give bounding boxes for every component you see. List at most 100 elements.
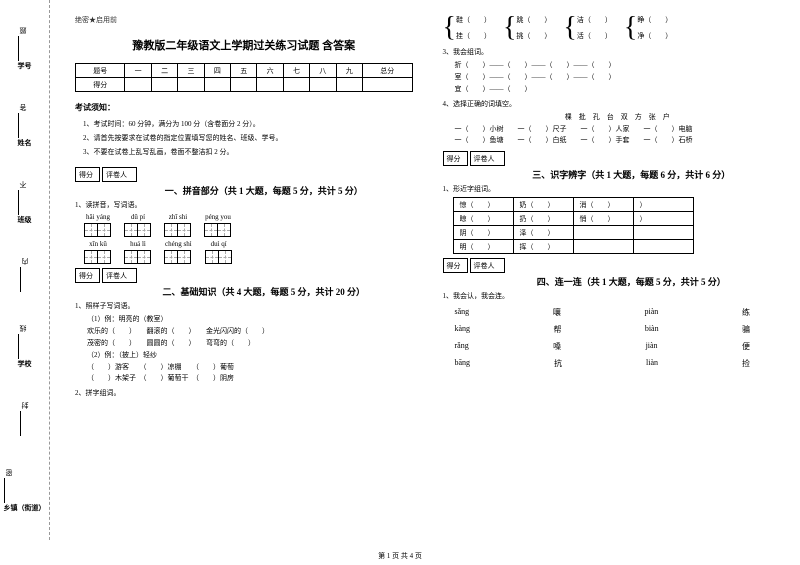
rule-item: 1、考试时间：60 分钟，满分为 100 分（含卷面分 2 分）。 — [83, 117, 413, 131]
binding-field: 学校 — [18, 360, 32, 368]
table-row: 得分 — [76, 78, 413, 92]
question-text: 4、选择正确的词填空。 — [443, 99, 781, 109]
binding-group: 密乡镇（街道） — [4, 469, 46, 513]
section-3-title: 三、识字辨字（共 1 大题，每题 6 分，共计 6 分） — [443, 168, 781, 181]
pinyin-item: chéng shì — [165, 240, 192, 264]
word-bank: 棵 批 孔 台 双 方 张 户 — [443, 112, 781, 124]
binding-field: 班级 — [18, 216, 32, 224]
score-table: 题号一二三四五六七八九总分 得分 — [75, 63, 413, 92]
match-row: rǎng嗓jiàn便 — [443, 341, 781, 352]
rule-item: 3、不要在试卷上乱写乱画，卷面不整洁扣 2 分。 — [83, 145, 413, 159]
pinyin-row: hǎi yáng dǔ pí zhī shi péng you — [85, 213, 413, 237]
left-column: 绝密★启用前 豫教版二年级语文上学期过关练习试题 含答案 题号一二三四五六七八九… — [75, 15, 413, 535]
binding-group: 题学号 — [18, 27, 32, 71]
brace-item: {洁（ ）活（ ） — [563, 15, 611, 41]
line: （2）例：（披上）轻纱 — [87, 350, 413, 362]
binding-line — [18, 334, 19, 359]
line: 一（ ）小树 一（ ）尺子 一（ ）人家 一（ ）电脑 — [455, 124, 781, 136]
binding-group: 答姓名 — [18, 104, 32, 148]
line: 室（ ）——（ ）——（ ）——（ ） — [455, 72, 781, 84]
section-2-title: 二、基础知识（共 4 大题，每题 5 分，共计 20 分） — [75, 285, 413, 298]
table-row: 明（ ）挥（ ） — [453, 240, 693, 254]
exam-rules: 1、考试时间：60 分钟，满分为 100 分（含卷面分 2 分）。 2、请首先按… — [75, 117, 413, 159]
line: （ ）木架子 （ ）葡萄干 （ ）阴房 — [87, 373, 413, 385]
table-row: 晾（ ）扔（ ）悄（ ）） — [453, 212, 693, 226]
binding-line — [20, 267, 21, 292]
right-column: {鞋（ ）挂（ ） {跳（ ）挑（ ） {洁（ ）活（ ） {睁（ ）净（ ） … — [443, 15, 781, 535]
section-score-box: 得分评卷人 — [75, 167, 413, 182]
exam-title: 豫教版二年级语文上学期过关练习试题 含答案 — [75, 37, 413, 53]
pinyin-item: hǎi yáng — [85, 213, 111, 237]
binding-group: 不班级 — [18, 181, 32, 225]
fill-lines: 折（ ）——（ ）——（ ）——（ ） 室（ ）——（ ）——（ ）——（ ） … — [443, 60, 781, 96]
pinyin-item: dǔ pí — [125, 213, 151, 237]
char-table: 惊（ ）奶（ ）消（ ）） 晾（ ）扔（ ）悄（ ）） 阴（ ）泽（ ） 明（ … — [453, 197, 694, 254]
table-row: 惊（ ）奶（ ）消（ ）） — [453, 198, 693, 212]
binding-hint: 线 — [18, 325, 28, 332]
binding-group: 封 — [20, 402, 30, 436]
line: （ ）游客 （ ）凉棚 （ ）葡萄 — [87, 362, 413, 374]
line: 欢乐的（ ） 翻滚的（ ） 金光闪闪的（ ） — [87, 326, 413, 338]
binding-hint: 题 — [18, 27, 28, 34]
content: 绝密★启用前 豫教版二年级语文上学期过关练习试题 含答案 题号一二三四五六七八九… — [50, 0, 800, 540]
question-text: 1、读拼音，写词语。 — [75, 200, 413, 210]
question-text: 1、照样子写词语。 — [75, 301, 413, 311]
binding-hint: 密 — [4, 469, 14, 476]
binding-line — [4, 478, 5, 503]
pinyin-item: péng you — [205, 213, 231, 237]
brace-item: {跳（ ）挑（ ） — [503, 15, 551, 41]
binding-hint: 内 — [20, 258, 30, 265]
binding-hint: 不 — [18, 181, 28, 188]
binding-group: 线学校 — [18, 325, 32, 369]
section-1-title: 一、拼音部分（共 1 大题，每题 5 分，共计 5 分） — [75, 184, 413, 197]
score-header: 题号 — [76, 64, 125, 78]
binding-line — [18, 36, 19, 61]
binding-group: 内 — [20, 258, 30, 292]
line: 宜（ ）——（ ） — [455, 84, 781, 96]
line: 一（ ）鱼塘 一（ ）白纸 一（ ）手套 一（ ）石桥 — [455, 135, 781, 147]
section-score-box: 得分评卷人 — [443, 258, 781, 273]
page-footer: 第 1 页 共 4 页 — [0, 551, 800, 561]
question-text: 2、拼字组词。 — [75, 388, 413, 398]
table-row: 阴（ ）泽（ ） — [453, 226, 693, 240]
question-text: 3、我会组词。 — [443, 47, 781, 57]
brace-icon: { — [563, 20, 576, 37]
question-text: 1、形近字组词。 — [443, 184, 781, 194]
line: 茂密的（ ） 圆圆的（ ） 弯弯的（ ） — [87, 338, 413, 350]
line: （1）例：明亮的（教室） — [87, 314, 413, 326]
fill-lines: 一（ ）小树 一（ ）尺子 一（ ）人家 一（ ）电脑 一（ ）鱼塘 一（ ）白… — [443, 124, 781, 148]
brace-item: {睁（ ）净（ ） — [624, 15, 672, 41]
pinyin-item: zhī shi — [165, 213, 191, 237]
section-score-box: 得分评卷人 — [75, 268, 413, 283]
line: 折（ ）——（ ）——（ ）——（ ） — [455, 60, 781, 72]
binding-field: 学号 — [18, 62, 32, 70]
binding-margin: 题学号 答姓名 不班级 内 线学校 封 密乡镇（街道） — [0, 0, 50, 540]
pinyin-item: huá lì — [125, 240, 151, 264]
question-lines: （1）例：明亮的（教室） 欢乐的（ ） 翻滚的（ ） 金光闪闪的（ ） 茂密的（… — [75, 314, 413, 385]
rule-item: 2、请首先按要求在试卷的指定位置填写您的姓名、班级、学号。 — [83, 131, 413, 145]
binding-hint: 封 — [20, 402, 30, 409]
grader-label: 评卷人 — [102, 167, 137, 182]
binding-line — [20, 411, 21, 436]
match-row: kàng帮biàn骗 — [443, 324, 781, 335]
binding-hint: 答 — [18, 104, 28, 111]
match-row: bāng抗liàn捡 — [443, 358, 781, 369]
confidential-label: 绝密★启用前 — [75, 15, 413, 25]
exam-rules-heading: 考试须知： — [75, 102, 413, 113]
brace-item: {鞋（ ）挂（ ） — [443, 15, 491, 41]
binding-field: 姓名 — [18, 139, 32, 147]
brace-icon: { — [503, 20, 516, 37]
exam-page: 题学号 答姓名 不班级 内 线学校 封 密乡镇（街道） 绝密★启用前 豫教版二年… — [0, 0, 800, 540]
pinyin-row: xīn kǔ huá lì chéng shì duì qí — [85, 240, 413, 264]
brace-icon: { — [624, 20, 637, 37]
binding-line — [18, 113, 19, 138]
section-score-box: 得分评卷人 — [443, 151, 781, 166]
table-row: 题号一二三四五六七八九总分 — [76, 64, 413, 78]
section-4-title: 四、连一连（共 1 大题，每题 5 分，共计 5 分） — [443, 275, 781, 288]
score-row-label: 得分 — [76, 78, 125, 92]
brace-row: {鞋（ ）挂（ ） {跳（ ）挑（ ） {洁（ ）活（ ） {睁（ ）净（ ） — [443, 15, 781, 41]
score-label: 得分 — [75, 167, 100, 182]
binding-field: 乡镇（街道） — [4, 504, 46, 512]
binding-line — [18, 190, 19, 215]
pinyin-item: xīn kǔ — [85, 240, 111, 264]
